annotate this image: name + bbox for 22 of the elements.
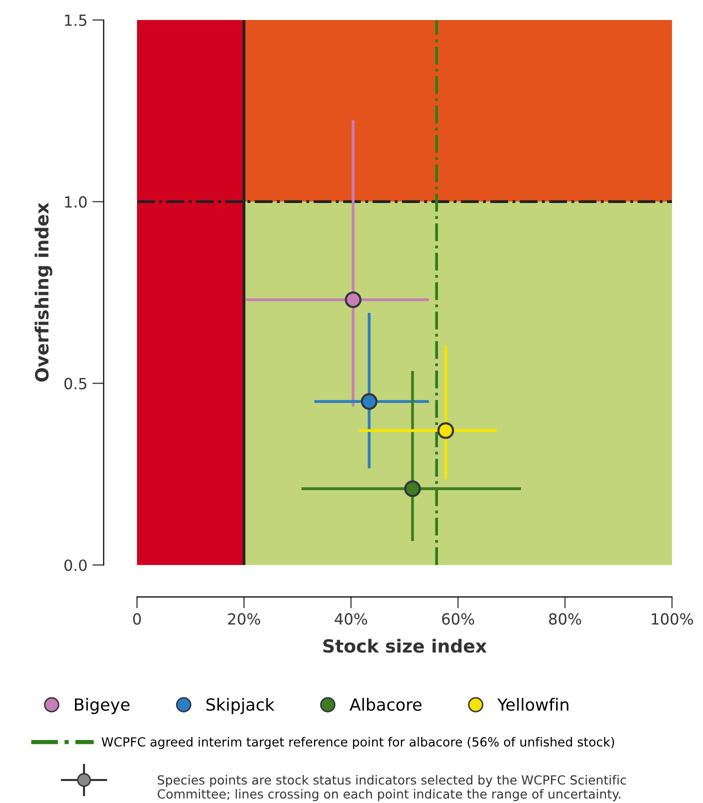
point (360, 393, 378, 410)
y-tick-label: 1.0 (65, 196, 87, 208)
legend-label: Skipjack (206, 698, 274, 714)
y-tick-label: 0.5 (64, 378, 86, 390)
x-tick-label: 100% (652, 613, 693, 625)
legend-label: Albacore (350, 698, 422, 711)
x-tick-label: 80% (549, 613, 582, 625)
point (404, 480, 421, 498)
y-axis-title: Overfishing index (34, 202, 52, 382)
x-tick-label: 60% (442, 613, 474, 625)
legend-label: WCPFC agreed interim target reference point for albacore (56% of unfished stock) (102, 736, 614, 750)
text: Species points are stock status indicators selected by the WCPFC Scientific Committee; lines crossing on each point indicate the range of uncertainty. (158, 775, 626, 802)
x-tick-label: 0 (133, 613, 141, 625)
y-tick-label: 1.5 (65, 14, 86, 26)
point (437, 422, 454, 439)
x-tick-label: 40% (334, 613, 368, 625)
y-tick-label: 0.0 (64, 559, 87, 572)
legend-label: Yellowfin (497, 698, 568, 711)
x-axis-title: Stock size index (323, 638, 487, 653)
x-tick-label: 20% (228, 613, 260, 625)
point (344, 291, 362, 308)
legend-label: Bigeye (74, 698, 130, 714)
